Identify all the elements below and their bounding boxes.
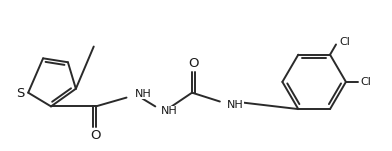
Text: Cl: Cl [339, 37, 350, 47]
Text: NH: NH [134, 89, 151, 99]
Text: NH: NH [227, 100, 243, 110]
Text: O: O [91, 129, 101, 142]
Text: O: O [188, 57, 198, 70]
Text: NH: NH [161, 106, 178, 116]
Text: Cl: Cl [361, 77, 372, 87]
Text: S: S [16, 87, 24, 100]
